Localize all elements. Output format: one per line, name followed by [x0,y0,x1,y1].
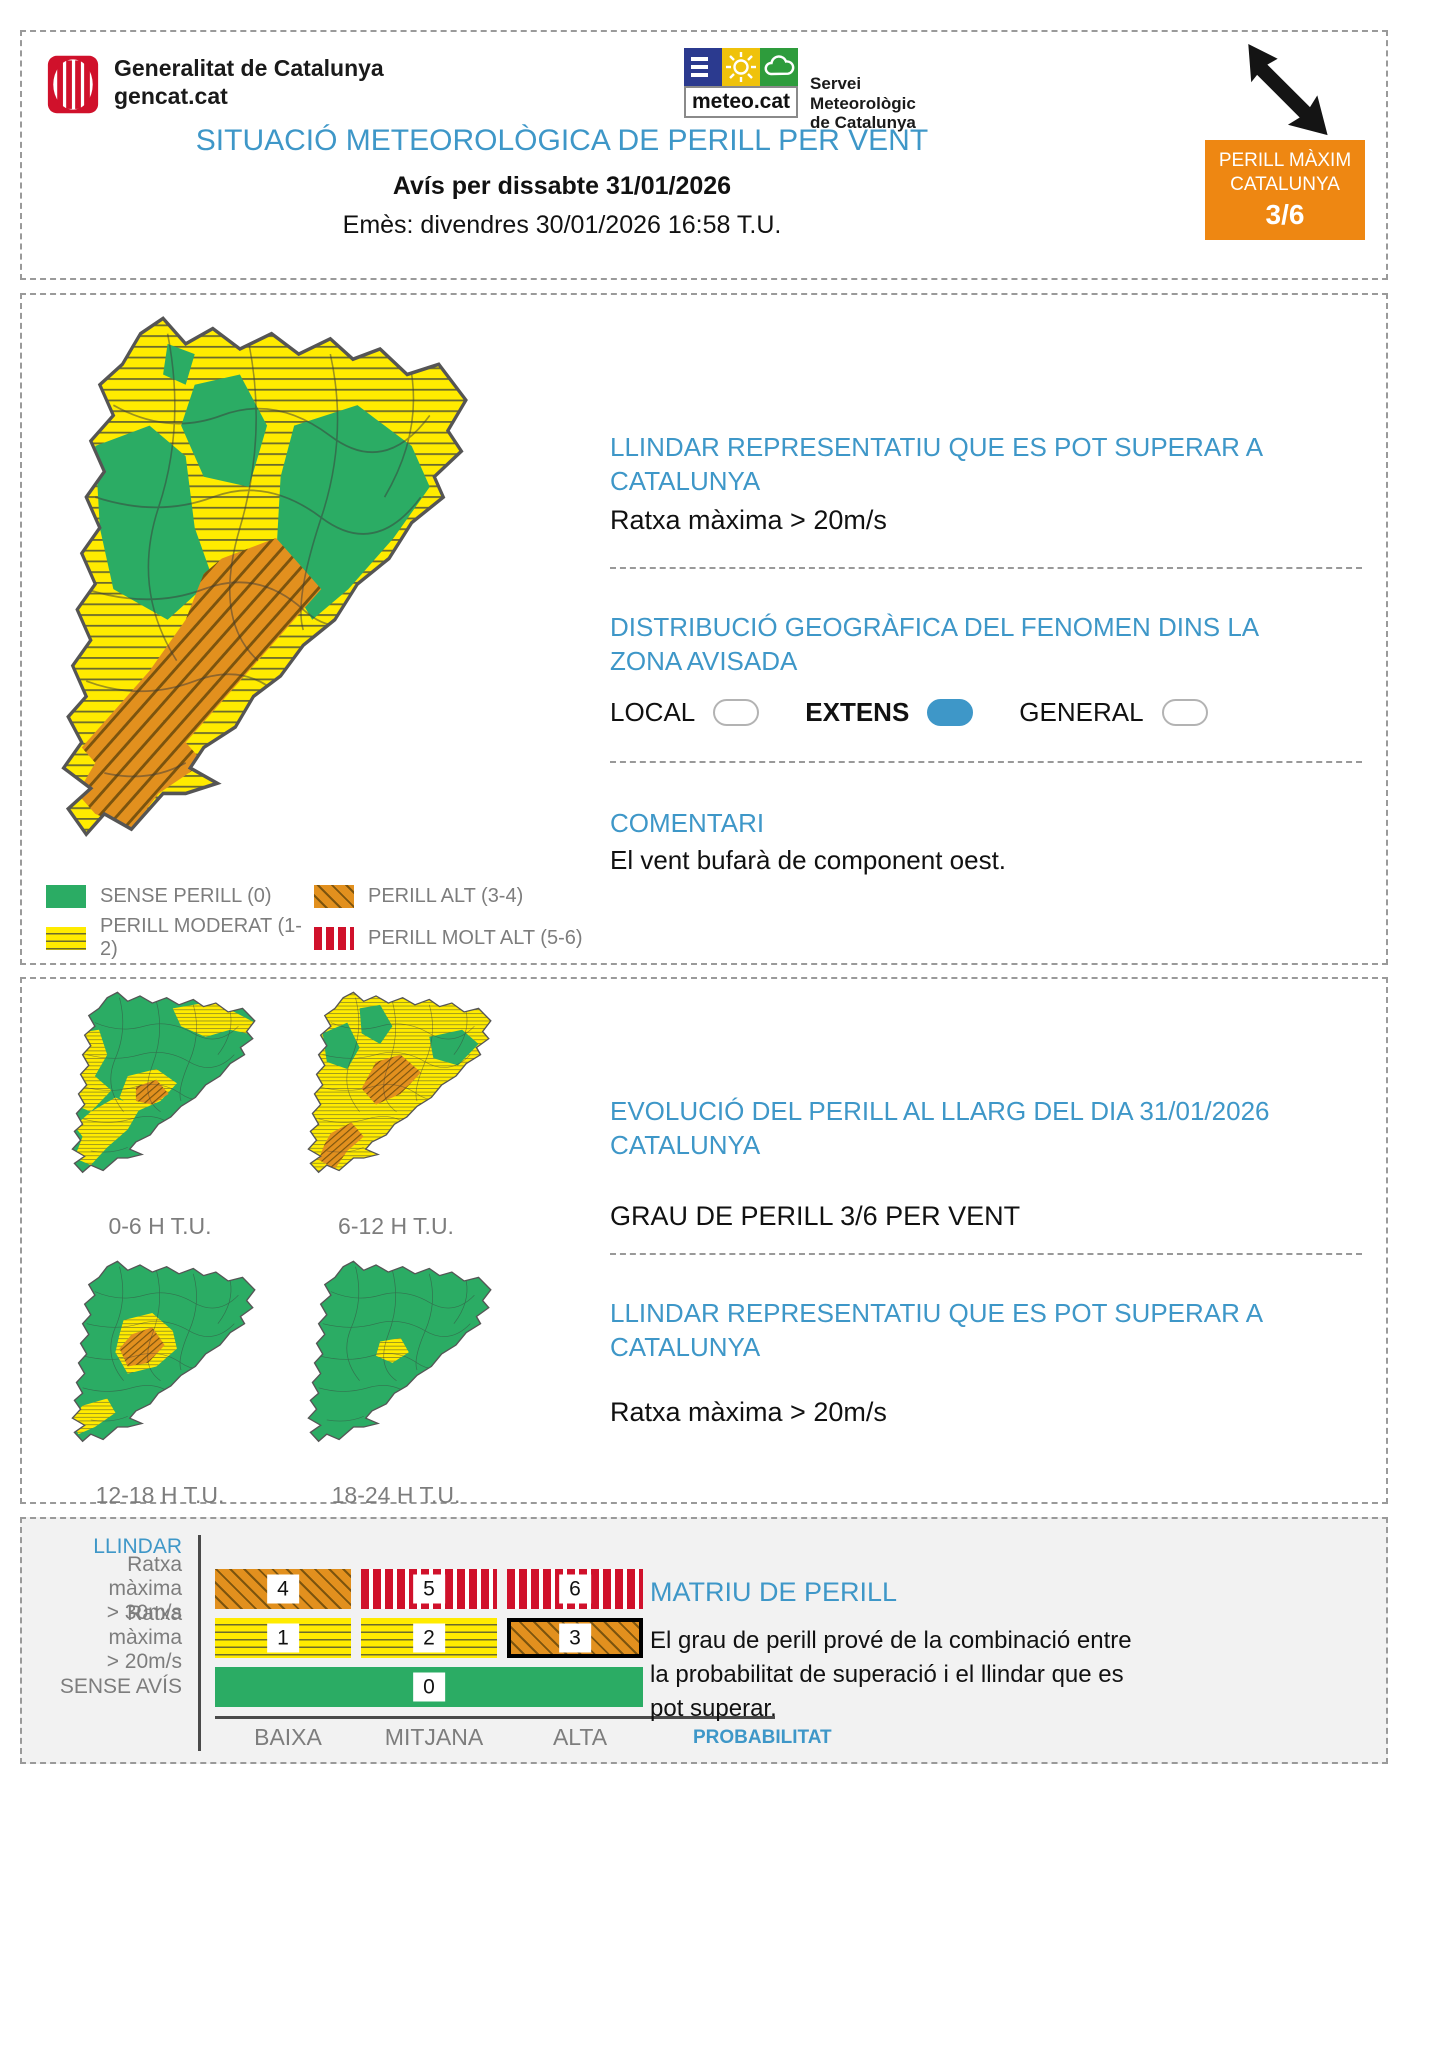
matrix-row-2: 1 2 3 [215,1618,775,1658]
catalonia-map-18-24 [306,1260,492,1443]
meteocat-wordmark: meteo.cat [684,86,799,118]
legend-item-high: PERILL ALT (3-4) [314,885,634,908]
threshold-heading-2: LLINDAR REPRESENTATIU QUE ES POT SUPERAR… [610,1298,1264,1362]
sun-icon [722,48,760,86]
map-legend: SENSE PERILL (0) PERILL ALT (3-4) PERILL… [46,885,634,961]
row-label-no-warning: SENSE AVÍS [59,1674,182,1698]
map-period-4: 18-24 H T.U. [282,1256,510,1509]
meteocat-bars-icon [684,48,722,86]
col-label-mitjana: MITJANA [384,1724,484,1750]
option-general: GENERAL [1019,697,1208,728]
meteocat-logo: meteo.cat Servei Meteorològic de Catalun… [684,48,916,133]
map-period-3: 12-18 H T.U. [46,1256,274,1509]
evolution-maps-grid: 0-6 H T.U. 6-12 H T.U. [46,987,510,1509]
row-label-20ms: Ratxa màxima > 20m/s [106,1601,182,1674]
org-site: gencat.cat [114,83,228,110]
divider [610,1253,1362,1255]
probability-axis: BAIXA MITJANA ALTA PROBABILITAT [215,1716,832,1751]
evolution-heading: EVOLUCIÓ DEL PERILL AL LLARG DEL DIA 31/… [610,1096,1270,1160]
distribution-options: LOCAL EXTENS GENERAL [610,697,1254,728]
catalonia-danger-map [32,303,484,865]
issued-timestamp: Emès: divendres 30/01/2026 16:58 T.U. [342,211,782,239]
max-danger-value: 3/6 [1265,199,1305,231]
matrix-cell-0: 0 [215,1667,643,1707]
legend-swatch-red [314,926,354,950]
matrix-cell-2: 2 [361,1618,497,1658]
legend-swatch-yellow [46,926,86,950]
danger-map-panel: SENSE PERILL (0) PERILL ALT (3-4) PERILL… [20,293,1388,965]
x-axis-label: PROBABILITAT [693,1727,832,1748]
map-period-label: 12-18 H T.U. [95,1482,225,1508]
distribution-heading: DISTRIBUCIÓ GEOGRÀFICA DEL FENOMEN DINS … [610,612,1260,676]
catalonia-map-6-12 [306,991,492,1174]
legend-item-no-danger: SENSE PERILL (0) [46,885,314,908]
threshold-value: Ratxa màxima > 20m/s [610,505,887,535]
option-local: LOCAL [610,697,760,728]
org-name: Generalitat de Catalunya [114,55,384,81]
page-title: SITUACIÓ METEOROLÒGICA DE PERILL PER VEN… [195,124,929,157]
legend-item-very-high: PERILL MOLT ALT (5-6) [314,915,634,961]
cloud-icon [760,48,798,86]
col-label-alta: ALTA [552,1724,608,1750]
y-axis-label: LLINDAR [93,1535,182,1558]
divider [610,567,1362,569]
matrix-row-3: 0 [215,1667,775,1707]
threshold-heading: LLINDAR REPRESENTATIU QUE ES POT SUPERAR… [610,432,1264,496]
legend-swatch-green [46,885,86,908]
matrix-cell-5: 5 [361,1569,497,1609]
wind-direction-arrow-icon [1248,44,1328,136]
matrix-heading: MATRIU DE PERILL [650,1577,898,1607]
map-period-label: 18-24 H T.U. [331,1482,461,1508]
col-label-baixa: BAIXA [254,1724,322,1750]
catalonia-map-12-18 [70,1260,256,1443]
legend-swatch-orange [314,885,354,908]
matrix-row-1: 4 5 6 [215,1569,775,1609]
map-period-2: 6-12 H T.U. [282,987,510,1240]
row-label-30ms: Ratxa màxima > 30m/s [106,1552,182,1625]
threshold-value-2: Ratxa màxima > 20m/s [610,1397,887,1427]
divider [610,761,1362,763]
radio-local[interactable] [713,699,760,726]
map-period-label: 0-6 H T.U. [108,1213,212,1239]
gencat-logo: Generalitat de Catalunya gencat.cat [46,54,384,115]
comment-heading: COMENTARI [610,808,765,838]
radio-general[interactable] [1161,699,1208,726]
map-period-label: 6-12 H T.U. [338,1213,454,1239]
notice-date: Avís per dissabte 31/01/2026 [392,172,732,200]
max-danger-badge: PERILL MÀXIM CATALUNYA 3/6 [1205,140,1365,240]
map-period-1: 0-6 H T.U. [46,987,274,1240]
matrix-cell-6: 6 [507,1569,643,1609]
header-panel: Generalitat de Catalunya gencat.cat [20,30,1388,280]
comment-text: El vent bufarà de component oest. [610,845,1007,875]
danger-grade-text: GRAU DE PERILL 3/6 PER VENT [610,1201,1021,1231]
matrix-description: El grau de perill prové de la combinació… [650,1627,1132,1723]
matrix-cell-1: 1 [215,1618,351,1658]
catalonia-map-0-6 [70,991,256,1174]
generalitat-shield-icon [47,55,99,114]
option-extens: EXTENS [805,697,974,728]
matrix-cell-4: 4 [215,1569,351,1609]
evolution-panel: 0-6 H T.U. 6-12 H T.U. [20,977,1388,1508]
legend-item-moderate: PERILL MODERAT (1-2) [46,915,314,961]
smc-name: Servei Meteorològic de Catalunya [810,74,916,133]
danger-matrix: LLINDAR Ratxa màxima > 30m/s Ratxa màxima… [52,1535,832,1751]
danger-matrix-panel: LLINDAR Ratxa màxima > 30m/s Ratxa màxima… [20,1517,1388,1764]
matrix-cell-3-highlighted: 3 [507,1618,643,1658]
radio-extens-selected[interactable] [927,699,974,726]
